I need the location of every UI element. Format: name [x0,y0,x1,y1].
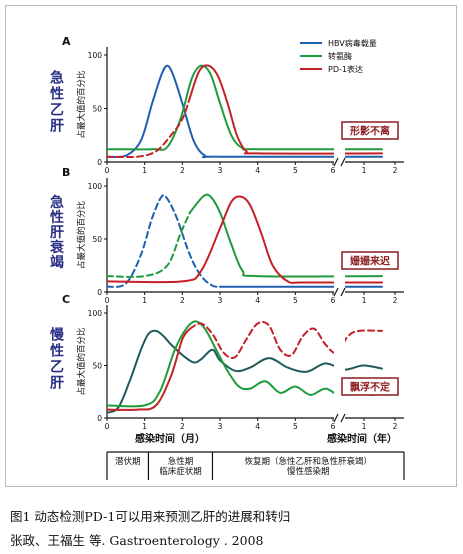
y-tick-label: 50 [92,362,102,371]
x-tick-label-year: 2 [393,296,398,305]
series-line-solid [188,193,383,278]
badge-box [341,377,399,396]
side-label-char: 乙 [50,103,64,119]
side-label-char: 性 [50,209,64,226]
y-tick-label: 0 [97,158,102,167]
phase-label: 临床症状期 [159,466,202,477]
side-label-char: 急 [50,70,64,87]
badge-label: 形影不离 [350,125,390,138]
x-tick-label: 4 [255,296,260,305]
x-tick-label: 1 [142,296,147,305]
y-tick-label: 100 [88,51,103,60]
x-tick-label: 6 [331,166,336,175]
x-tick-label: 0 [105,422,110,431]
series-line-solid [107,329,383,414]
badge-label: 飘浮不定 [350,381,390,394]
x-axis-title-months: 感染时间（月） [135,432,205,445]
side-label-char: 乙 [50,360,64,376]
y-tick-label: 100 [88,309,103,318]
x-tick-label: 3 [218,166,223,175]
side-label-char: 竭 [50,254,64,271]
x-tick-label: 6 [331,422,336,431]
side-label-char: 急 [50,194,64,211]
side-label-char: 性 [50,86,64,103]
badge-box [341,251,399,270]
legend-label: 转氨酶 [328,51,352,61]
x-tick-label-year: 2 [393,166,398,175]
axis-break-mark [340,287,346,297]
side-label-char: 慢 [50,327,65,344]
series-line-solid [188,64,383,155]
series-line-dashed [107,96,191,159]
x-tick-label: 3 [218,296,223,305]
axis-break-mark [333,413,339,423]
figure-caption: 图1 动态检测PD-1可以用来预测乙肝的进展和转归 [10,509,291,524]
side-label-char: 肝 [50,376,64,392]
x-tick-label: 6 [331,296,336,305]
side-label-char: 肝 [50,225,64,241]
x-tick-label-year: 1 [362,296,367,305]
x-tick-label: 5 [293,296,298,305]
y-tick-label: 50 [92,105,102,114]
figure-frame [5,5,457,487]
y-tick-label: 0 [97,288,102,297]
x-tick-label: 1 [142,422,147,431]
badge-box [341,121,399,140]
series-line-solid [107,64,383,159]
y-tick-label: 0 [97,414,102,423]
x-tick-label: 2 [180,296,185,305]
series-line-solid [107,195,383,284]
badge-label: 姗姗来迟 [350,255,390,268]
series-line-dashed [107,211,191,278]
panel-letter: A [62,35,71,48]
x-tick-label: 4 [255,422,260,431]
figure-citation: 张政、王福生 等. Gastroenterology . 2008 [10,533,264,548]
side-label-char: 肝 [50,119,64,135]
x-tick-label: 1 [142,166,147,175]
panel-letter: B [62,166,70,179]
legend-label: PD-1表达 [328,64,363,74]
legend-label: HBV病毒载量 [328,38,377,48]
axis-break-mark [333,287,339,297]
axis-break-mark [333,157,339,167]
series-line-dashed [107,193,221,288]
x-tick-label: 0 [105,166,110,175]
x-tick-label: 2 [180,422,185,431]
x-tick-label-year: 1 [362,166,367,175]
side-label-char: 性 [50,343,64,360]
y-axis-label: 占最大值的百分比 [76,70,87,138]
phase-label: 慢性感染期 [287,466,330,477]
axis-break-mark [340,413,346,423]
x-tick-label: 5 [293,422,298,431]
x-tick-label: 5 [293,166,298,175]
y-tick-label: 50 [92,235,102,244]
phase-label: 恢复期（急性乙肝和急性肝衰竭） [244,456,372,467]
x-tick-label-year: 1 [362,422,367,431]
y-axis-label: 占最大值的百分比 [76,327,87,395]
axis-break-mark [340,157,346,167]
x-axis-title-years: 感染时间（年） [327,432,397,445]
panel-letter: C [62,293,70,306]
x-tick-label-year: 2 [393,422,398,431]
side-label-char: 衰 [49,239,65,256]
y-tick-label: 100 [88,182,103,191]
x-tick-label: 2 [180,166,185,175]
panel-A: A 急性乙肝 占最大值的百分比 0 50 100 0 1 2 3 4 5 6 1 2 形影不离 [50,35,404,175]
x-tick-label: 4 [255,166,260,175]
phase-label: 潜伏期 [115,456,141,467]
x-tick-label: 3 [218,422,223,431]
series-line-solid [107,327,191,411]
y-axis-label: 占最大值的百分比 [76,201,87,269]
phase-label: 急性期 [168,456,194,467]
series-line-solid [107,64,383,151]
x-tick-label: 0 [105,296,110,305]
